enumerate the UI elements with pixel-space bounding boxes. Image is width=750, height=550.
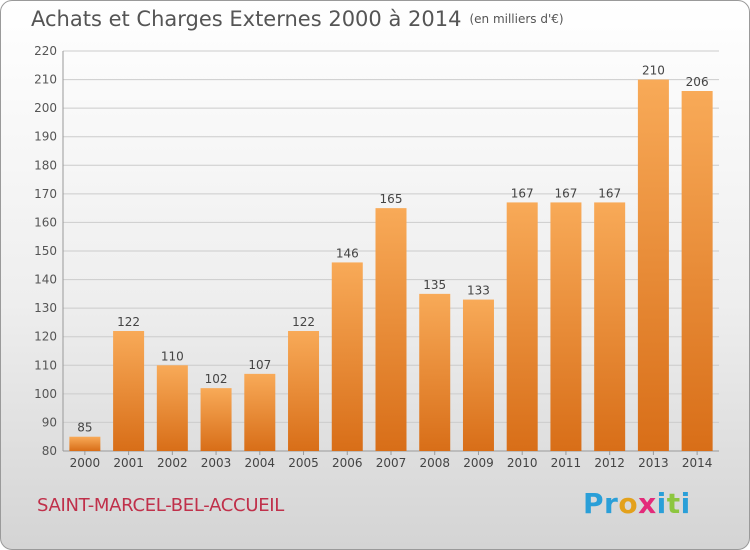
value-label: 167 (511, 186, 534, 200)
bar-2003 (200, 388, 232, 451)
x-tick-label: 2003 (201, 456, 232, 470)
bar-2007 (375, 208, 407, 451)
y-tick-label: 170 (34, 187, 57, 201)
value-label: 122 (292, 315, 315, 329)
x-tick-label: 2011 (551, 456, 582, 470)
y-tick-label: 200 (34, 101, 57, 115)
y-tick-label: 120 (34, 330, 57, 344)
x-tick-label: 2009 (463, 456, 494, 470)
x-tick-label: 2002 (157, 456, 188, 470)
value-label: 110 (161, 349, 184, 363)
x-tick-label: 2005 (288, 456, 319, 470)
x-tick-label: 2008 (419, 456, 450, 470)
value-label: 167 (598, 186, 621, 200)
logo-letter: i (656, 487, 667, 520)
bar-2011 (550, 202, 582, 451)
commune-name: SAINT-MARCEL-BEL-ACCUEIL (37, 495, 284, 516)
proxiti-logo: Proxiti (583, 487, 691, 520)
y-tick-label: 190 (34, 130, 57, 144)
x-tick-label: 2004 (245, 456, 276, 470)
value-label: 146 (336, 246, 359, 260)
value-label: 107 (248, 358, 271, 372)
value-label: 167 (554, 186, 577, 200)
y-tick-label: 180 (34, 158, 57, 172)
value-label: 133 (467, 284, 490, 298)
x-tick-label: 2014 (682, 456, 713, 470)
title-unit: (en milliers d'€) (469, 12, 564, 26)
logo-letter: x (638, 487, 657, 520)
bar-2012 (594, 202, 626, 451)
y-tick-label: 80 (42, 444, 57, 458)
y-tick-label: 100 (34, 387, 57, 401)
value-label: 85 (77, 421, 92, 435)
value-label: 165 (380, 192, 403, 206)
y-tick-label: 140 (34, 273, 57, 287)
x-tick-label: 2012 (594, 456, 625, 470)
logo-letter: t (666, 487, 681, 520)
bar-2004 (244, 373, 276, 451)
bar-2000 (69, 436, 101, 451)
title-text: Achats et Charges Externes 2000 à 2014 (31, 7, 462, 31)
bar-2010 (506, 202, 538, 451)
value-label: 210 (642, 64, 665, 78)
x-tick-label: 2001 (113, 456, 144, 470)
y-tick-label: 150 (34, 244, 57, 258)
bar-2002 (156, 365, 188, 451)
y-tick-label: 110 (34, 358, 57, 372)
bar-2006 (331, 262, 363, 451)
bar-2013 (637, 79, 669, 452)
y-tick-label: 130 (34, 301, 57, 315)
bar-2014 (681, 91, 713, 451)
y-tick-label: 90 (42, 415, 57, 429)
bar-2009 (462, 299, 494, 451)
logo-letter: P (583, 487, 605, 520)
value-label: 206 (686, 75, 709, 89)
x-tick-label: 2010 (507, 456, 538, 470)
value-label: 122 (117, 315, 140, 329)
value-label: 135 (423, 278, 446, 292)
chart-title: Achats et Charges Externes 2000 à 2014 (e… (31, 7, 564, 31)
logo-letter: o (618, 487, 639, 520)
y-tick-label: 210 (34, 73, 57, 87)
x-tick-label: 2006 (332, 456, 363, 470)
logo-letter: r (604, 487, 619, 520)
bar-2005 (288, 331, 320, 451)
bar-2008 (419, 293, 451, 451)
x-tick-label: 2013 (638, 456, 669, 470)
value-label: 102 (205, 372, 228, 386)
bar-2001 (113, 331, 145, 451)
logo-letter: i (680, 487, 691, 520)
x-tick-label: 2000 (70, 456, 101, 470)
y-tick-label: 220 (34, 44, 57, 58)
x-tick-label: 2007 (376, 456, 407, 470)
y-tick-label: 160 (34, 215, 57, 229)
